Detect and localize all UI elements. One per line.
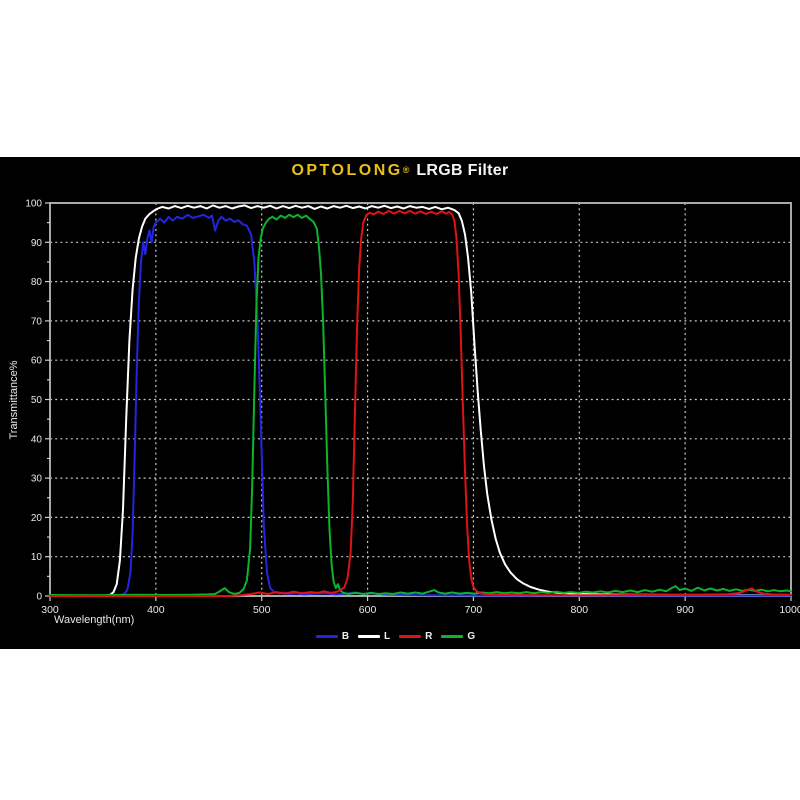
x-tick-label: 900 xyxy=(676,604,694,616)
x-tick-label: 700 xyxy=(465,604,483,616)
x-tick-label: 800 xyxy=(571,604,589,616)
legend-item-B: B xyxy=(315,631,358,642)
legend-swatch-B xyxy=(315,635,338,638)
legend-label-G: G xyxy=(467,631,476,642)
x-tick-label: 400 xyxy=(147,604,165,616)
x-axis-title: Wavelength(nm) xyxy=(54,614,135,626)
legend-item-R: R xyxy=(399,631,441,642)
legend-swatch-R xyxy=(399,635,422,638)
x-tick-label: 1000 xyxy=(779,604,800,616)
y-tick-label: 50 xyxy=(31,395,43,406)
legend-swatch-G xyxy=(441,635,464,638)
gridlines xyxy=(50,203,791,596)
y-tick-label: 70 xyxy=(31,316,43,327)
brand-name: OPTOLONG xyxy=(291,162,403,179)
series-curves xyxy=(49,204,792,597)
y-tick-label: 0 xyxy=(36,592,42,603)
x-tick-label: 500 xyxy=(253,604,271,616)
y-tick-label: 90 xyxy=(31,238,43,249)
chart-title: OPTOLONG® LRGB Filter xyxy=(0,161,800,180)
transmittance-chart: 0 10 20 30 40 50 60 70 80 90 100 300 400 500 600 700 800… xyxy=(25,199,800,617)
y-tick-label: 30 xyxy=(31,474,43,485)
tick-labels: 0 10 20 30 40 50 60 70 80 90 100 300 400 500 600 700 800… xyxy=(25,199,800,617)
y-tick-label: 60 xyxy=(31,356,43,367)
registered-mark: ® xyxy=(402,165,410,175)
y-tick-label: 80 xyxy=(31,277,43,288)
legend-item-L: L xyxy=(358,631,399,642)
legend-item-G: G xyxy=(441,631,484,642)
series-R-curve xyxy=(49,209,792,597)
chart-panel: OPTOLONG® LRGB Filter 0 10 20 30 40 50 60 70 80 90… xyxy=(0,157,800,649)
y-axis-title: Transmittance% xyxy=(8,360,20,440)
series-G-curve xyxy=(49,213,792,597)
legend-label-L: L xyxy=(384,631,391,642)
title-product: LRGB Filter xyxy=(416,162,509,179)
y-tick-label: 40 xyxy=(31,434,43,445)
y-tick-label: 20 xyxy=(31,513,43,524)
legend-label-B: B xyxy=(341,631,350,642)
legend-swatch-L xyxy=(358,635,381,638)
y-tick-label: 10 xyxy=(31,552,43,563)
x-tick-label: 300 xyxy=(41,604,59,616)
x-tick-label: 600 xyxy=(359,604,377,616)
series-B-curve xyxy=(49,213,792,597)
series-L-curve xyxy=(49,204,792,597)
tick-marks xyxy=(45,202,792,601)
y-tick-label: 100 xyxy=(25,199,42,210)
legend-label-R: R xyxy=(425,631,433,642)
